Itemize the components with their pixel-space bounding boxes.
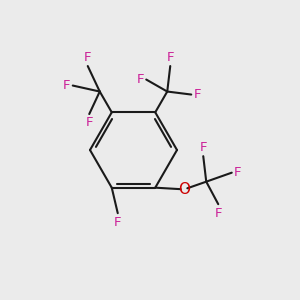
Text: F: F (63, 79, 70, 92)
Text: F: F (167, 51, 174, 64)
Text: O: O (178, 182, 190, 197)
Text: F: F (136, 73, 144, 86)
Text: F: F (234, 166, 242, 179)
Text: F: F (200, 141, 207, 154)
Text: F: F (84, 51, 92, 64)
Text: F: F (214, 207, 222, 220)
Text: F: F (194, 88, 201, 101)
Text: F: F (85, 116, 93, 129)
Text: F: F (114, 216, 122, 229)
